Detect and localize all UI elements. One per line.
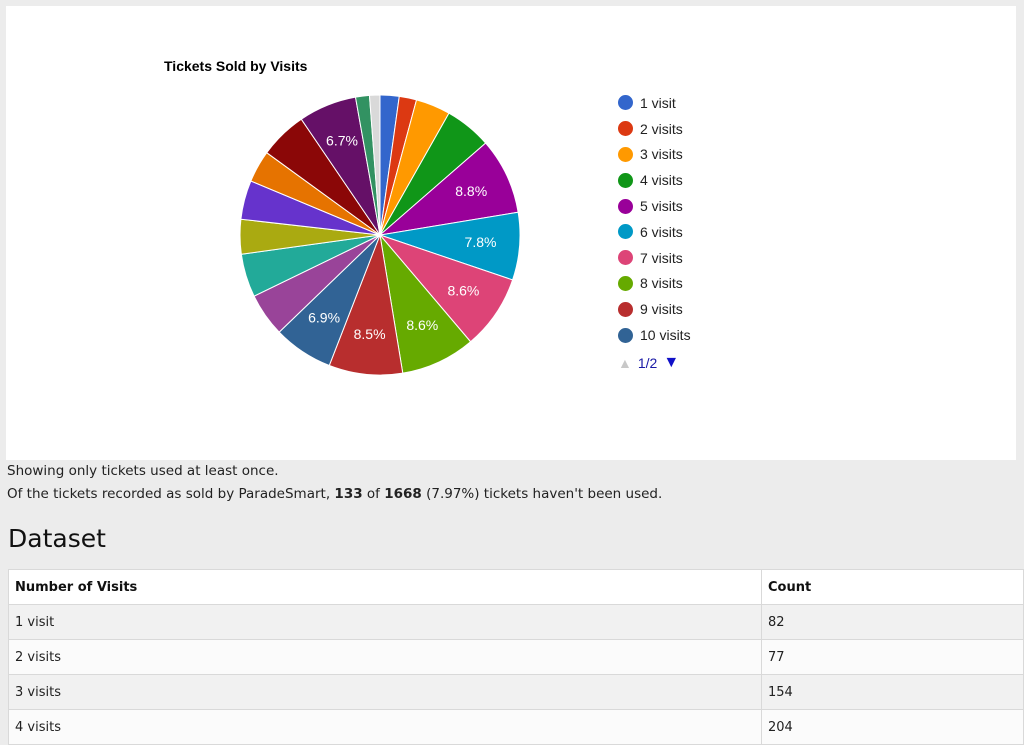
- legend-item[interactable]: 7 visits: [618, 245, 691, 271]
- legend-label: 2 visits: [640, 120, 683, 137]
- slice-label: 8.8%: [455, 183, 487, 199]
- note-unused-tickets: Of the tickets recorded as sold by Parad…: [7, 486, 662, 502]
- total-count: 1668: [384, 486, 422, 502]
- note-prefix: Of the tickets recorded as sold by Parad…: [7, 486, 335, 502]
- legend-label: 10 visits: [640, 327, 691, 344]
- cell-count: 82: [761, 604, 1024, 640]
- legend-swatch: [618, 301, 633, 317]
- cell-visits: 3 visits: [8, 674, 762, 710]
- note-used-once: Showing only tickets used at least once.: [7, 463, 279, 479]
- legend-item[interactable]: 8 visits: [618, 271, 691, 297]
- column-header-count: Count: [761, 569, 1024, 605]
- legend-item[interactable]: 2 visits: [618, 116, 691, 142]
- triangle-up-icon[interactable]: ▲: [618, 354, 632, 371]
- table-header-row: Number of Visits Count: [8, 569, 1024, 605]
- cell-visits: 2 visits: [8, 639, 762, 675]
- chart-legend: 1 visit 2 visits 3 visits 4 visits 5 visits 6…: [618, 90, 691, 372]
- legend-item[interactable]: 3 visits: [618, 142, 691, 168]
- legend-item[interactable]: 9 visits: [618, 296, 691, 322]
- legend-swatch: [618, 172, 633, 188]
- note-suffix: (7.97%) tickets haven't been used.: [421, 486, 663, 502]
- cell-visits: 1 visit: [8, 604, 762, 640]
- table-row: 4 visits 204: [8, 709, 1024, 745]
- cell-count: 204: [761, 709, 1024, 745]
- column-header-visits: Number of Visits: [8, 569, 762, 605]
- pie-chart: 8.8% 7.8% 8.6% 8.6% 8.5% 6.9% 6.7%: [239, 94, 521, 376]
- legend-label: 7 visits: [640, 249, 683, 266]
- legend-label: 8 visits: [640, 275, 683, 292]
- legend-label: 1 visit: [640, 94, 676, 111]
- legend-item[interactable]: 10 visits: [618, 322, 691, 348]
- legend-label: 5 visits: [640, 198, 683, 215]
- legend-swatch: [618, 146, 633, 162]
- legend-swatch: [618, 250, 633, 266]
- table-row: 1 visit 82: [8, 604, 1024, 640]
- slice-label: 8.6%: [406, 317, 438, 333]
- chart-panel: Tickets Sold by Visits 8.8% 7.8% 8.6% 8.6% 8…: [6, 6, 1016, 460]
- legend-swatch: [618, 327, 633, 343]
- chart-title: Tickets Sold by Visits: [164, 58, 308, 74]
- dataset-table: Number of Visits Count 1 visit 82 2 visi…: [8, 569, 1024, 745]
- legend-label: 9 visits: [640, 301, 683, 318]
- table-row: 2 visits 77: [8, 639, 1024, 675]
- cell-count: 154: [761, 674, 1024, 710]
- slice-label: 8.5%: [354, 326, 386, 342]
- unused-count: 133: [334, 486, 363, 502]
- cell-visits: 4 visits: [8, 709, 762, 745]
- legend-item[interactable]: 4 visits: [618, 167, 691, 193]
- slice-label: 7.8%: [465, 234, 497, 250]
- table-row: 3 visits 154: [8, 674, 1024, 710]
- legend-swatch: [618, 121, 633, 137]
- legend-label: 3 visits: [640, 146, 683, 163]
- slice-label: 8.6%: [447, 282, 479, 298]
- triangle-down-icon[interactable]: ▼: [663, 353, 680, 371]
- cell-count: 77: [761, 639, 1024, 675]
- legend-swatch: [618, 198, 633, 214]
- legend-label: 4 visits: [640, 172, 683, 189]
- legend-item[interactable]: 1 visit: [618, 90, 691, 116]
- legend-swatch: [618, 275, 633, 291]
- note-of: of: [362, 486, 385, 502]
- slice-label: 6.9%: [308, 310, 340, 326]
- legend-label: 6 visits: [640, 223, 683, 240]
- legend-pager: ▲ 1/2 ▼: [618, 354, 691, 372]
- legend-swatch: [618, 95, 633, 111]
- dataset-heading: Dataset: [8, 524, 106, 553]
- legend-item[interactable]: 5 visits: [618, 193, 691, 219]
- pager-label: 1/2: [637, 354, 658, 371]
- legend-swatch: [618, 224, 633, 240]
- legend-item[interactable]: 6 visits: [618, 219, 691, 245]
- pie-slice[interactable]: [368, 94, 381, 236]
- slice-label: 6.7%: [326, 132, 358, 148]
